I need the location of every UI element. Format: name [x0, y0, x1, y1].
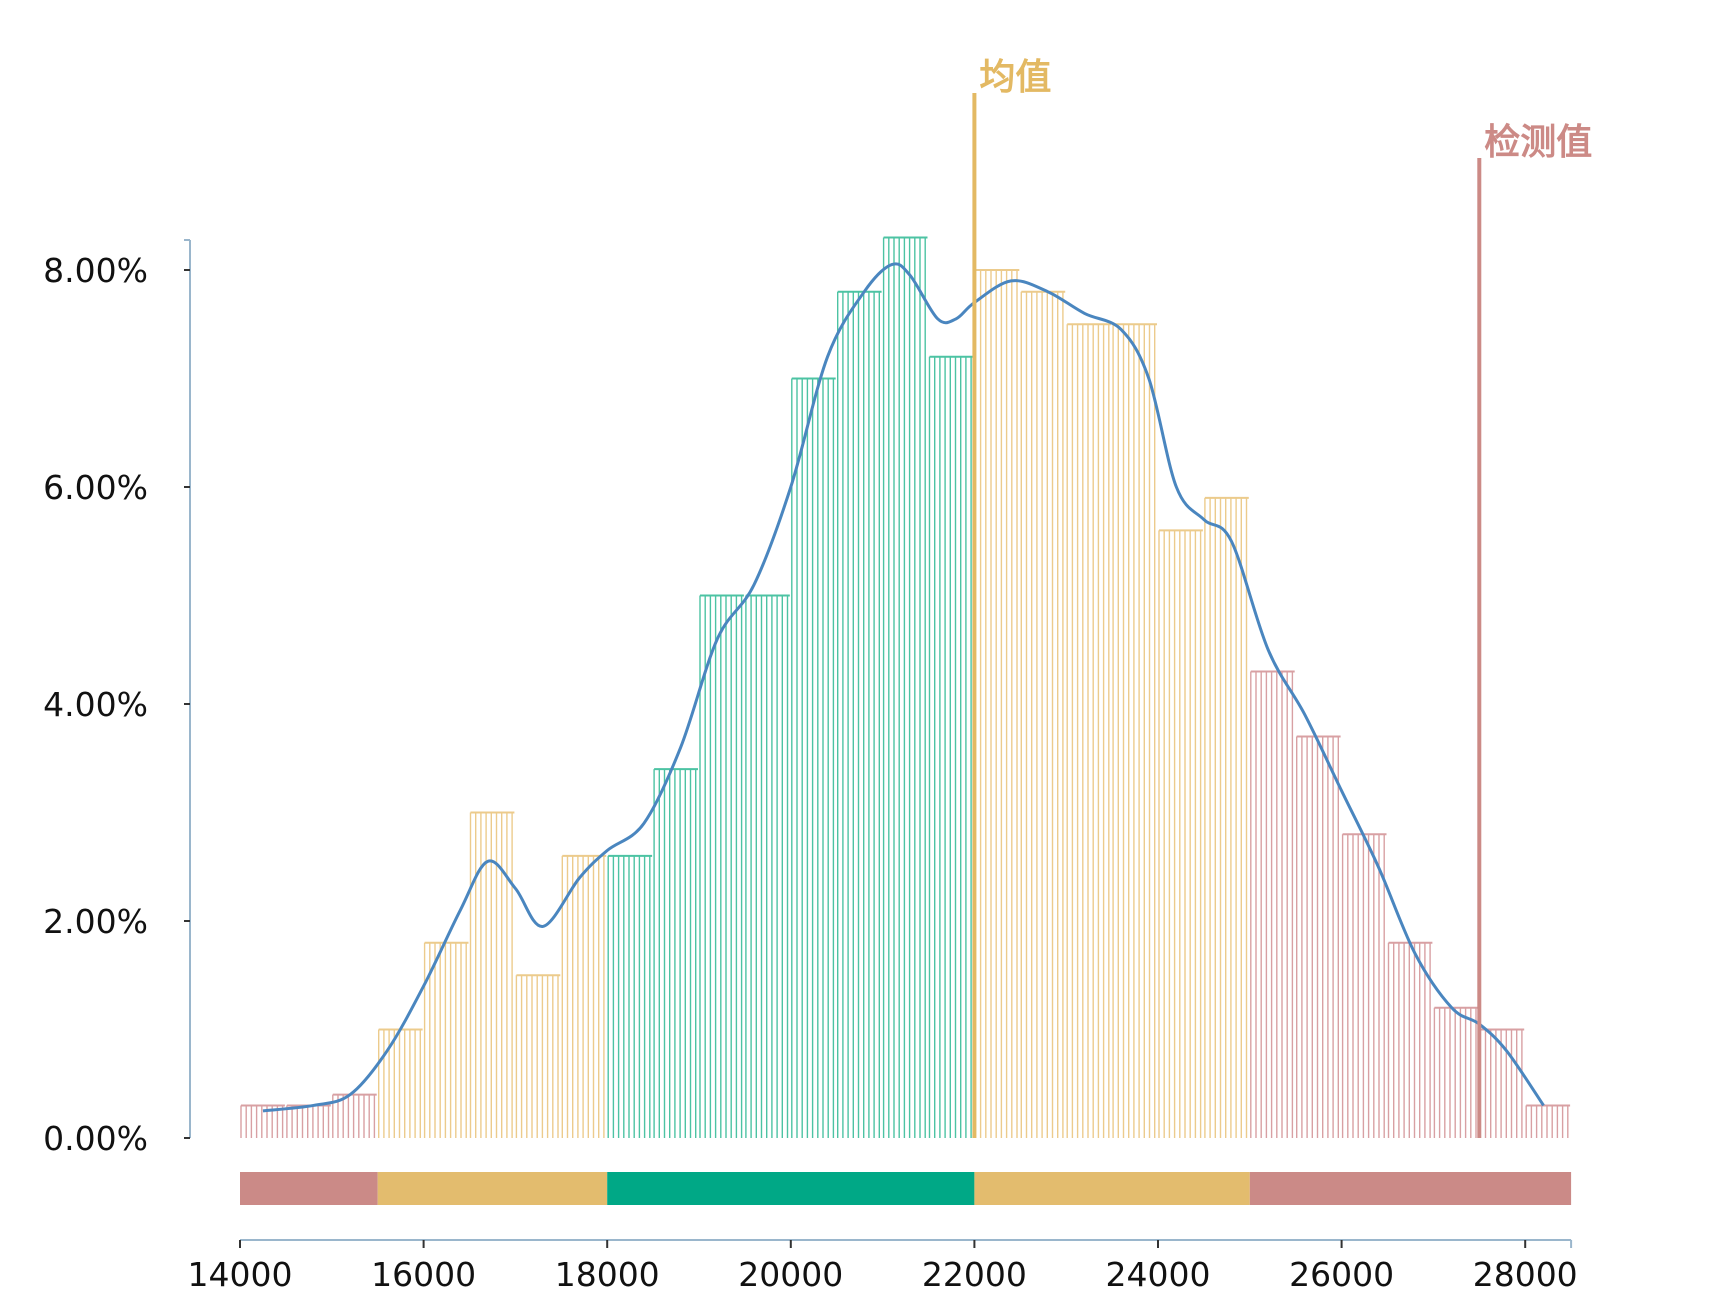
histogram-bar	[1295, 735, 1341, 1138]
x-axis: 14000 16000 18000 20000 22000 24000 26000 28000	[188, 1239, 1578, 1294]
histogram-bar	[1433, 1006, 1479, 1138]
histogram-bar	[1204, 496, 1249, 1138]
histogram-bar	[1525, 1104, 1571, 1138]
range-band-segment	[377, 1172, 608, 1205]
histogram-bar	[423, 941, 469, 1138]
histogram-bar	[837, 290, 882, 1138]
range-band-segment	[1249, 1172, 1572, 1205]
histogram-bar	[791, 377, 836, 1138]
histogram-bar	[882, 236, 928, 1138]
histogram-bar	[1112, 323, 1157, 1138]
histogram-bar	[1250, 670, 1295, 1138]
histogram-bar	[378, 1028, 423, 1138]
histogram-bar	[332, 1093, 377, 1138]
histogram-bar	[607, 854, 653, 1138]
x-tick-label: 14000	[188, 1255, 293, 1294]
histogram-bar	[1066, 323, 1112, 1138]
histogram-bar	[1479, 1028, 1525, 1138]
density-curve	[262, 262, 1545, 1113]
x-tick-label: 22000	[922, 1255, 1027, 1294]
density-curve-layer	[262, 262, 1545, 1113]
x-tick-label: 28000	[1473, 1255, 1578, 1294]
histogram-bar	[745, 594, 790, 1138]
histogram-bar	[1158, 529, 1203, 1138]
histogram-bar	[974, 269, 1020, 1138]
x-tick-label: 20000	[738, 1255, 843, 1294]
marker-label: 检测值	[1484, 122, 1592, 163]
bars-layer	[240, 236, 1571, 1138]
range-band-segment	[607, 1172, 975, 1205]
y-tick-label: 4.00%	[43, 685, 148, 724]
marker-label: 均值	[979, 57, 1051, 98]
x-tick-label: 26000	[1289, 1255, 1394, 1294]
range-band-segment	[240, 1172, 378, 1205]
histogram-bar	[515, 974, 561, 1138]
x-tick-label: 18000	[555, 1255, 660, 1294]
range-band-bar	[240, 1172, 1572, 1205]
histogram-bar	[1020, 290, 1066, 1138]
x-tick-label: 16000	[371, 1255, 476, 1294]
detected-value-marker: 检测值	[1477, 122, 1592, 1138]
histogram-bar	[653, 768, 698, 1138]
y-tick-label: 0.00%	[43, 1119, 148, 1158]
y-tick-label: 6.00%	[43, 468, 148, 507]
histogram-bar	[928, 355, 974, 1138]
histogram-bar	[561, 854, 607, 1138]
y-axis: 0.00% 2.00% 4.00% 6.00% 8.00%	[43, 239, 191, 1158]
histogram-bar	[469, 811, 515, 1138]
mean-marker: 均值	[972, 57, 1051, 1138]
histogram-bar	[1341, 833, 1387, 1138]
x-tick-label: 24000	[1106, 1255, 1211, 1294]
y-tick-label: 8.00%	[43, 251, 148, 290]
range-band-segment	[974, 1172, 1250, 1205]
histogram-bar	[286, 1104, 331, 1138]
histogram-bar	[699, 594, 744, 1138]
y-tick-label: 2.00%	[43, 902, 148, 941]
